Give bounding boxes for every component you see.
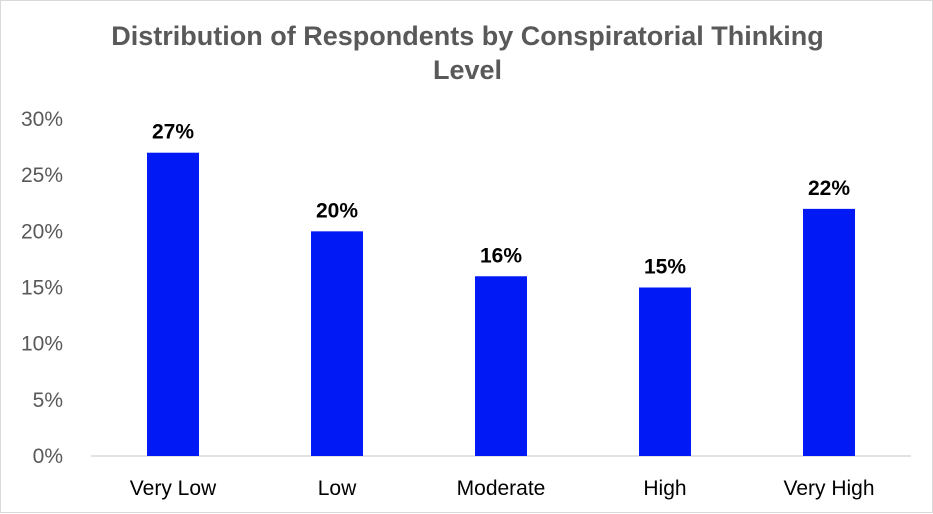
y-tick-label: 5% [33, 389, 63, 412]
bar-data-label: 16% [480, 244, 522, 267]
bar [803, 208, 855, 456]
x-category-label: Very High [783, 477, 874, 500]
bar-data-label: 22% [808, 177, 850, 200]
y-tick-label: 10% [21, 333, 63, 356]
y-tick-label: 25% [21, 164, 63, 187]
bar-data-label: 27% [152, 121, 194, 144]
bar-data-label: 20% [316, 199, 358, 222]
bar [147, 152, 199, 456]
y-tick-label: 20% [21, 220, 63, 243]
x-axis-category-labels: Very Low Low Moderate High Very High [130, 477, 875, 500]
bar [311, 231, 363, 456]
bar-series [147, 152, 855, 456]
x-category-label: Moderate [457, 477, 546, 500]
chart-title-text: Distribution of Respondents by Conspirat… [111, 21, 824, 85]
x-category-label: High [643, 477, 686, 500]
bar [475, 276, 527, 456]
bar [639, 287, 691, 456]
chart-title: Distribution of Respondents by Conspirat… [1, 19, 933, 87]
x-category-label: Low [318, 477, 357, 500]
y-tick-label: 0% [33, 445, 63, 468]
y-tick-label: 15% [21, 277, 63, 300]
y-axis-tick-labels: 0% 5% 10% 15% 20% 25% 30% [21, 108, 63, 468]
x-category-label: Very Low [130, 477, 217, 500]
y-tick-label: 30% [21, 108, 63, 131]
bar-data-label: 15% [644, 256, 686, 279]
data-labels: 27% 20% 16% 15% 22% [152, 121, 850, 279]
